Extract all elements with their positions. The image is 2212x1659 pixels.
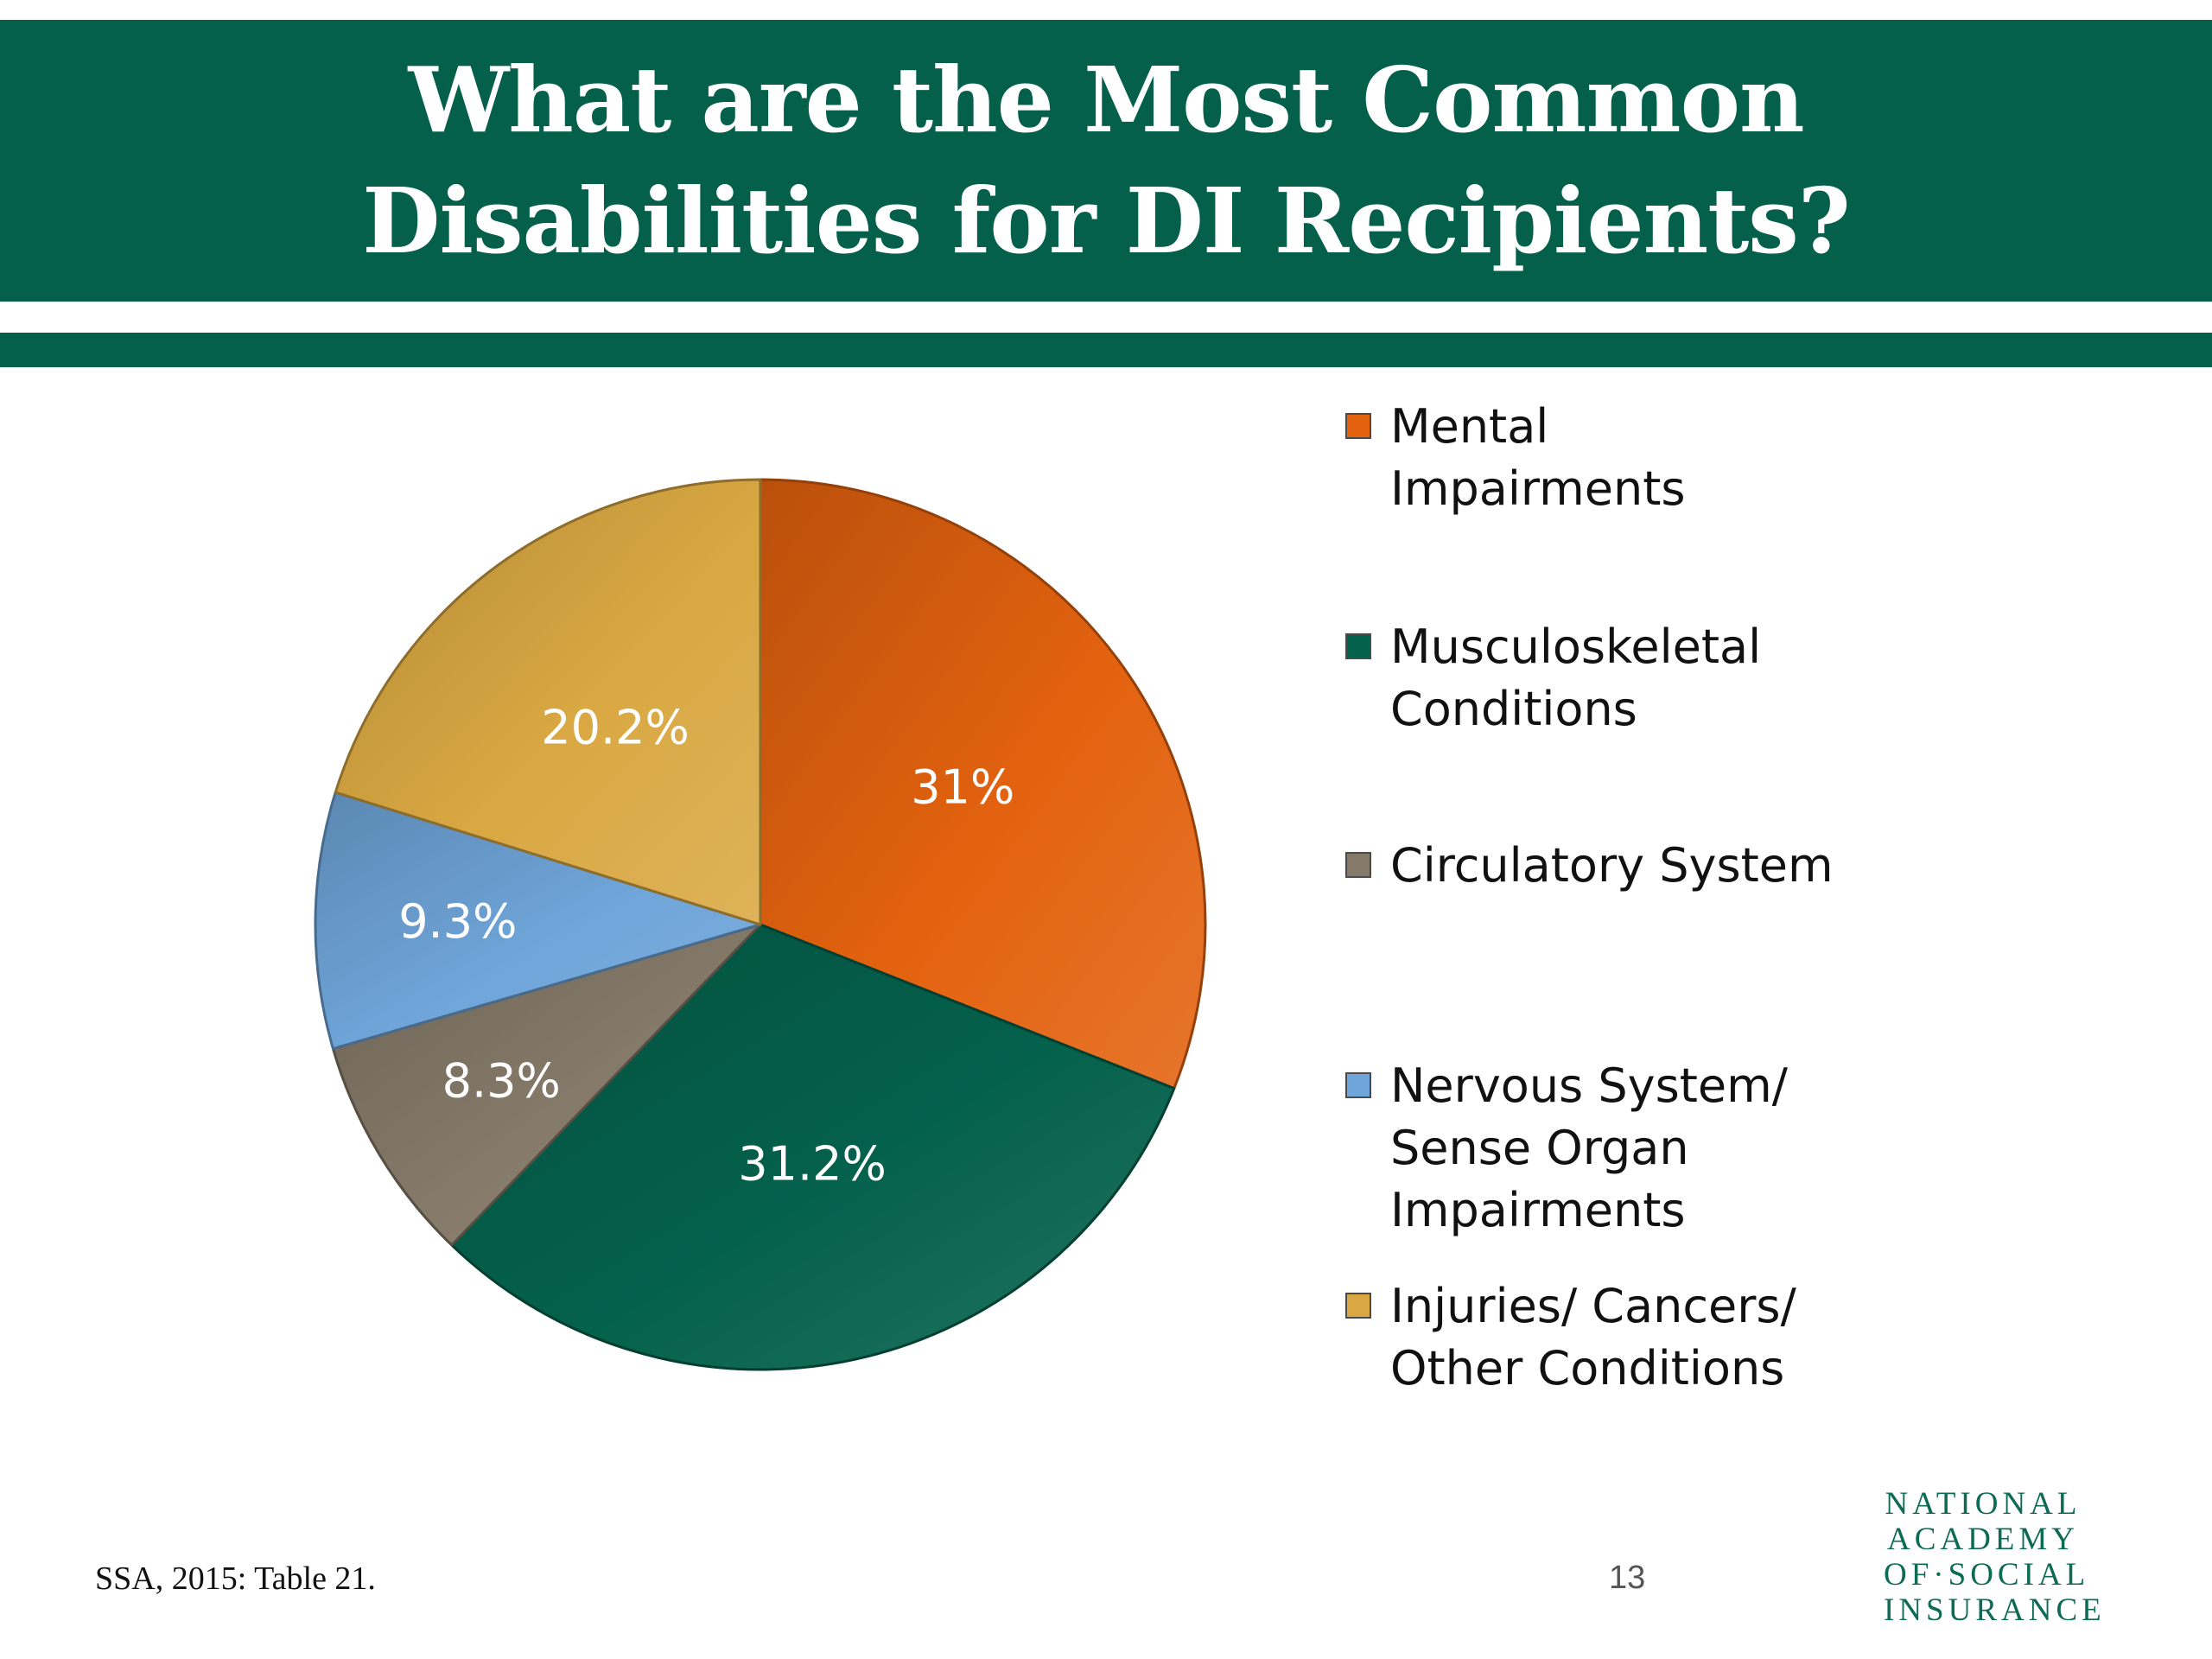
legend-label: Nervous System/Sense Organ Impairments <box>1390 1055 1874 1242</box>
legend-label-line: Mental <box>1390 399 1549 454</box>
pie-chart: 31% 31.2% 8.3% 9.3% 20.2% <box>314 478 1207 1371</box>
pie-slices <box>314 478 1207 1371</box>
pie-slice-musculoskeletal-conditions <box>450 923 1176 1371</box>
legend-label-line: Circulatory System <box>1390 838 1834 893</box>
pie-slice-injuries-cancers-other-conditions <box>334 478 762 926</box>
legend-label: Musculoskeletal Conditions <box>1390 616 1874 741</box>
legend-swatch <box>1345 633 1371 659</box>
data-label-mental-impairments: 31% <box>911 760 1014 814</box>
data-label-nervous-system-sense-organ-impairments: 9.3% <box>398 894 517 949</box>
logo-line-3: OF·SOCIAL <box>1884 1557 2090 1592</box>
chart-legend: Mental Impairments Musculoskeletal Conditio… <box>1345 0 1881 1469</box>
pie-slice-mental-impairments <box>759 478 1207 1090</box>
legend-swatch <box>1345 1293 1371 1319</box>
legend-label: Circulatory System <box>1390 835 1874 897</box>
organization-logo: NATIONAL ACADEMY OF·SOCIAL INSURANCE <box>1884 1486 2106 1628</box>
title-rule <box>0 333 2212 367</box>
logo-line-2: ACADEMY <box>1886 1522 2080 1557</box>
data-label-injuries-cancers-other-conditions: 20.2% <box>541 700 690 754</box>
logo-line-4: INSURANCE <box>1884 1592 2106 1628</box>
title-line-1: What are the Most Common <box>408 47 1804 153</box>
legend-label-line: Conditions <box>1390 682 1637 736</box>
data-label-musculoskeletal-conditions: 31.2% <box>738 1136 887 1191</box>
legend-label: Injuries/ Cancers/Other Conditions <box>1390 1275 1874 1400</box>
title-band: What are the Most Common Disabilities fo… <box>0 20 2212 302</box>
legend-label-line: Sense Organ <box>1390 1121 1689 1175</box>
pie-slice-nervous-system-sense-organ-impairments <box>314 791 762 1051</box>
slide-title: What are the Most Common Disabilities fo… <box>362 40 1850 282</box>
legend-label-line: Other Conditions <box>1390 1341 1785 1395</box>
data-label-circulatory-system: 8.3% <box>442 1054 561 1109</box>
legend-label-line: Nervous System/ <box>1390 1058 1788 1113</box>
legend-label: Mental Impairments <box>1390 396 1874 520</box>
legend-swatch <box>1345 1072 1371 1098</box>
legend-label-line: Injuries/ Cancers/ <box>1390 1279 1796 1333</box>
legend-label-line: Impairments <box>1390 1183 1686 1237</box>
page-number: 13 <box>1609 1560 1646 1596</box>
legend-swatch <box>1345 413 1371 439</box>
pie-slice-circulatory-system <box>331 923 762 1247</box>
pie-labels: 31% 31.2% 8.3% 9.3% 20.2% <box>398 700 1014 1191</box>
legend-swatch <box>1345 852 1371 878</box>
legend-label-line: Impairments <box>1390 461 1686 516</box>
logo-line-1: NATIONAL <box>1885 1486 2082 1522</box>
source-citation: SSA, 2015: Table 21. <box>95 1560 376 1597</box>
legend-label-line: Musculoskeletal <box>1390 620 1762 674</box>
title-line-2: Disabilities for DI Recipients? <box>362 168 1850 274</box>
